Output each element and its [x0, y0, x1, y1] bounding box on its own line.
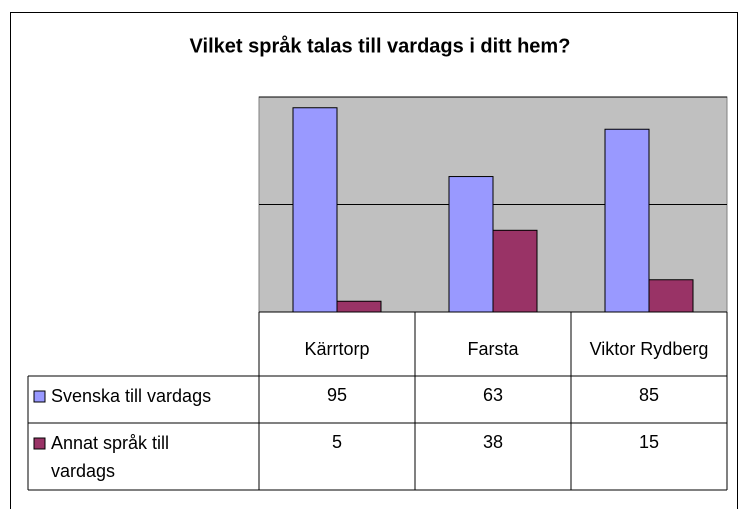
chart-title: Vilket språk talas till vardags i ditt h… [190, 34, 571, 57]
bar [648, 279, 694, 313]
bar [492, 229, 538, 313]
legend-label: Annat språk till vardags [51, 433, 170, 481]
legend-label: Svenska till vardags [51, 386, 212, 406]
legend-key [33, 390, 46, 403]
bar [336, 300, 382, 313]
table-value: 95 [327, 385, 347, 405]
table-value: 15 [639, 432, 659, 452]
table-value: 5 [332, 432, 342, 452]
table-value: 63 [483, 385, 503, 405]
x-tick-label: Kärrtorp [304, 339, 369, 359]
bar [292, 107, 338, 313]
table-value: 38 [483, 432, 503, 452]
legend-key [33, 437, 46, 450]
table-value: 85 [639, 385, 659, 405]
bar [604, 128, 650, 313]
x-tick-label: Farsta [467, 339, 519, 359]
bar [448, 176, 494, 313]
x-tick-label: Viktor Rydberg [590, 339, 709, 359]
